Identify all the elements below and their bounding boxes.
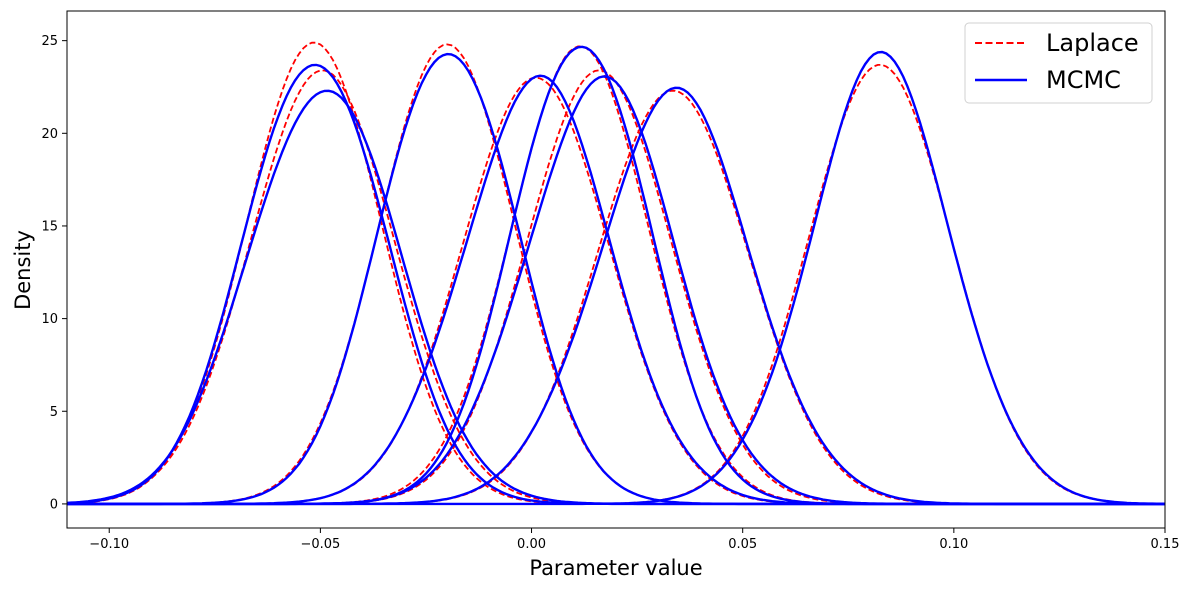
- mcmc-density-line: [66, 63, 1165, 506]
- laplace-density-line: [67, 76, 1165, 505]
- x-axis-ticks: −0.10 −0.05 0.00 0.05 0.10 0.15: [89, 528, 1179, 552]
- y-tick-label: 0: [50, 497, 58, 512]
- x-tick-label: 0.05: [728, 537, 757, 552]
- legend-laplace-label: Laplace: [1046, 29, 1139, 57]
- x-tick-label: 0.10: [939, 537, 968, 552]
- laplace-density-line: [67, 89, 1165, 505]
- y-axis-ticks: 0 5 10 15 20 25: [41, 34, 67, 512]
- x-axis-label: Parameter value: [529, 556, 702, 580]
- laplace-density-line: [66, 41, 1165, 505]
- laplace-density-line: [67, 45, 1165, 505]
- plot-lines: [66, 41, 1166, 506]
- y-tick-label: 10: [41, 312, 58, 327]
- legend-mcmc-label: MCMC: [1046, 66, 1121, 94]
- laplace-density-line: [67, 43, 1165, 505]
- mcmc-density-line: [66, 89, 1165, 506]
- y-tick-label: 20: [41, 127, 58, 142]
- mcmc-density-line: [67, 86, 1165, 506]
- y-tick-label: 5: [50, 405, 58, 420]
- y-tick-label: 15: [41, 219, 58, 234]
- x-tick-label: 0.00: [517, 537, 546, 552]
- mcmc-density-line: [67, 45, 1165, 506]
- legend: Laplace MCMC: [964, 22, 1153, 104]
- mcmc-density-line: [67, 75, 1165, 506]
- mcmc-density-line: [67, 74, 1165, 506]
- x-tick-label: −0.05: [300, 537, 340, 552]
- plot-frame: [66, 10, 1166, 529]
- y-axis-label: Density: [11, 230, 35, 310]
- x-tick-label: −0.10: [89, 537, 129, 552]
- mcmc-density-line: [67, 50, 1166, 506]
- x-tick-label: 0.15: [1151, 537, 1180, 552]
- y-tick-label: 25: [41, 34, 58, 49]
